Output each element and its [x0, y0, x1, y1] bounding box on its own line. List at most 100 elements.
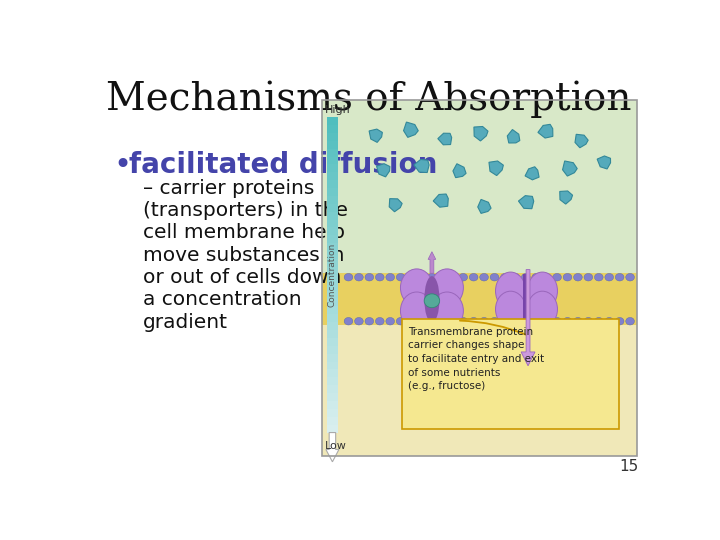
Bar [327, 354, 338, 362]
Polygon shape [433, 194, 449, 207]
Polygon shape [403, 122, 418, 137]
Bar [327, 172, 338, 181]
Ellipse shape [424, 294, 440, 308]
Ellipse shape [344, 273, 353, 281]
Ellipse shape [428, 273, 436, 281]
Ellipse shape [459, 273, 467, 281]
Text: (transporters) in the: (transporters) in the [143, 201, 348, 220]
Bar [327, 299, 338, 307]
Ellipse shape [563, 273, 572, 281]
FancyArrow shape [326, 433, 339, 462]
Ellipse shape [595, 273, 603, 281]
Text: a concentration: a concentration [143, 291, 302, 309]
FancyArrow shape [428, 252, 436, 273]
Bar [327, 148, 338, 157]
Polygon shape [562, 161, 577, 176]
Ellipse shape [386, 273, 395, 281]
Ellipse shape [449, 318, 457, 325]
Ellipse shape [375, 273, 384, 281]
Bar [327, 291, 338, 299]
Text: 15: 15 [619, 460, 639, 475]
Bar [327, 204, 338, 213]
Bar [327, 330, 338, 339]
Polygon shape [390, 199, 402, 212]
Polygon shape [414, 159, 429, 173]
Bar [327, 401, 338, 410]
Polygon shape [438, 133, 451, 145]
Ellipse shape [527, 291, 557, 327]
Ellipse shape [459, 318, 467, 325]
Bar [327, 125, 338, 133]
Polygon shape [474, 126, 488, 141]
Ellipse shape [542, 318, 551, 325]
Ellipse shape [532, 318, 541, 325]
Ellipse shape [417, 273, 426, 281]
Ellipse shape [424, 276, 439, 322]
Polygon shape [489, 161, 503, 176]
Ellipse shape [495, 272, 526, 310]
Bar [327, 338, 338, 347]
Ellipse shape [407, 318, 415, 325]
Bar [322, 100, 636, 273]
Bar [327, 180, 338, 189]
Bar [327, 377, 338, 386]
Bar [327, 251, 338, 260]
Ellipse shape [396, 318, 405, 325]
Ellipse shape [563, 318, 572, 325]
Polygon shape [538, 124, 553, 138]
Bar [327, 227, 338, 236]
Bar [327, 362, 338, 370]
Ellipse shape [532, 273, 541, 281]
Ellipse shape [407, 273, 415, 281]
Bar [327, 235, 338, 244]
Bar [327, 117, 338, 126]
Bar [327, 267, 338, 275]
Ellipse shape [521, 273, 530, 281]
Ellipse shape [490, 318, 499, 325]
Ellipse shape [365, 273, 374, 281]
Text: Concentration: Concentration [328, 242, 337, 307]
Ellipse shape [626, 273, 634, 281]
Ellipse shape [511, 273, 520, 281]
Bar [327, 409, 338, 417]
Ellipse shape [396, 273, 405, 281]
Bar [327, 424, 338, 433]
Bar [327, 322, 338, 331]
Bar [322, 325, 636, 456]
Polygon shape [478, 199, 491, 213]
Ellipse shape [500, 273, 509, 281]
Bar [322, 273, 636, 325]
Ellipse shape [375, 318, 384, 325]
Ellipse shape [469, 318, 478, 325]
Ellipse shape [553, 318, 562, 325]
Ellipse shape [626, 318, 634, 325]
Ellipse shape [605, 318, 613, 325]
Ellipse shape [428, 318, 436, 325]
Bar [327, 244, 338, 252]
Text: Transmembrane protein
carrier changes shape
to facilitate entry and exit
of some: Transmembrane protein carrier changes sh… [408, 327, 544, 391]
Ellipse shape [511, 318, 520, 325]
Ellipse shape [542, 273, 551, 281]
Ellipse shape [469, 273, 478, 281]
Bar [327, 306, 338, 315]
Ellipse shape [365, 318, 374, 325]
Bar [327, 369, 338, 378]
Bar [327, 417, 338, 426]
Bar [327, 314, 338, 323]
Polygon shape [518, 195, 534, 209]
Ellipse shape [500, 318, 509, 325]
Ellipse shape [616, 273, 624, 281]
Text: Mechanisms of Absorption: Mechanisms of Absorption [107, 80, 631, 118]
FancyArrow shape [521, 269, 535, 366]
Bar [327, 196, 338, 205]
Bar [327, 275, 338, 284]
Text: facilitated diffusion: facilitated diffusion [129, 151, 437, 179]
Ellipse shape [480, 318, 488, 325]
Ellipse shape [584, 318, 593, 325]
Bar [327, 188, 338, 197]
Ellipse shape [605, 273, 613, 281]
Text: Low: Low [325, 441, 346, 451]
Polygon shape [575, 134, 588, 148]
Bar [327, 346, 338, 354]
Ellipse shape [431, 269, 464, 306]
